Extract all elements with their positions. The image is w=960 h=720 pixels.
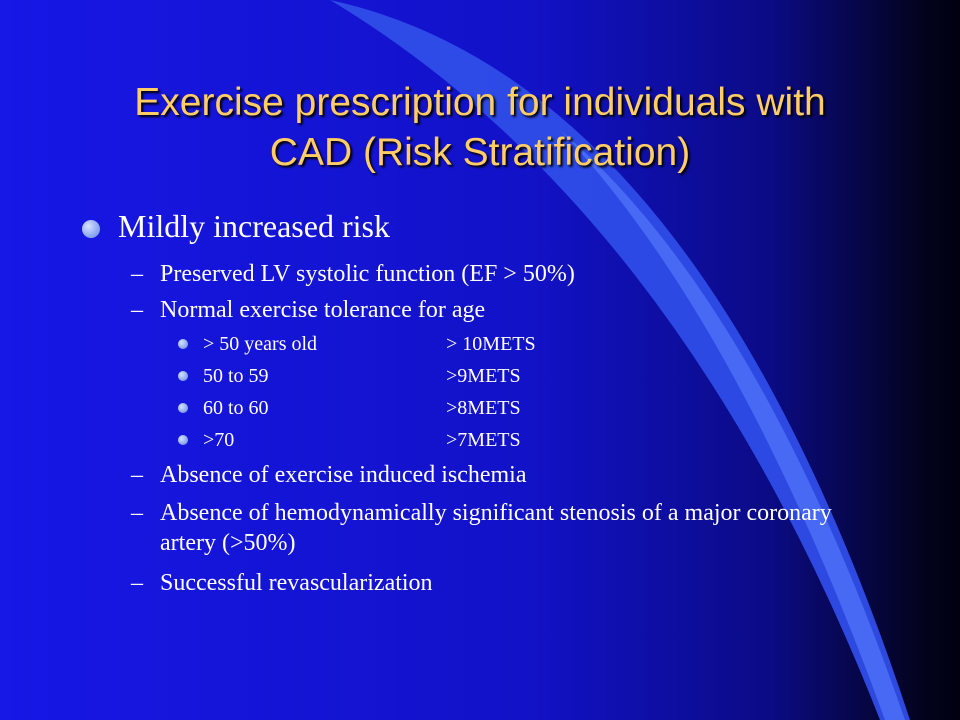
swoosh-shape — [330, 0, 910, 720]
title-line-2: CAD (Risk Stratification) — [269, 131, 691, 174]
small-bullet-icon — [178, 339, 188, 349]
list-item: Absence of hemodynamically significant s… — [160, 500, 832, 556]
list-item: Normal exercise tolerance for age — [160, 297, 486, 323]
swoosh-highlight — [560, 130, 905, 720]
list-item: Preserved LV systolic function (EF > 50%… — [160, 261, 575, 287]
small-bullet-icon — [178, 371, 188, 381]
mets-value: > 10METS — [446, 333, 536, 355]
age-range: 50 to 59 — [203, 365, 269, 387]
dash-icon: – — [131, 261, 143, 287]
bullet-dot-icon — [82, 220, 100, 238]
slide-title: Exercise prescription for individuals wi… — [60, 78, 900, 178]
age-range: 60 to 60 — [203, 397, 269, 419]
age-range: > 50 years old — [203, 333, 318, 355]
age-range: >70 — [203, 429, 235, 451]
dash-icon: – — [131, 297, 143, 323]
mets-value: >8METS — [446, 397, 521, 419]
list-item: Successful revascularization — [160, 570, 433, 596]
dash-icon: – — [131, 462, 143, 488]
small-bullet-icon — [178, 403, 188, 413]
mets-value: >9METS — [446, 365, 521, 387]
mets-value: >7METS — [446, 429, 521, 451]
small-bullet-icon — [178, 435, 188, 445]
title-line-1: Exercise prescription for individuals wi… — [134, 81, 826, 124]
dash-icon: – — [131, 570, 143, 596]
list-item: Absence of exercise induced ischemia — [160, 462, 527, 488]
dash-icon: – — [131, 500, 143, 526]
risk-heading: Mildly increased risk — [118, 208, 390, 244]
